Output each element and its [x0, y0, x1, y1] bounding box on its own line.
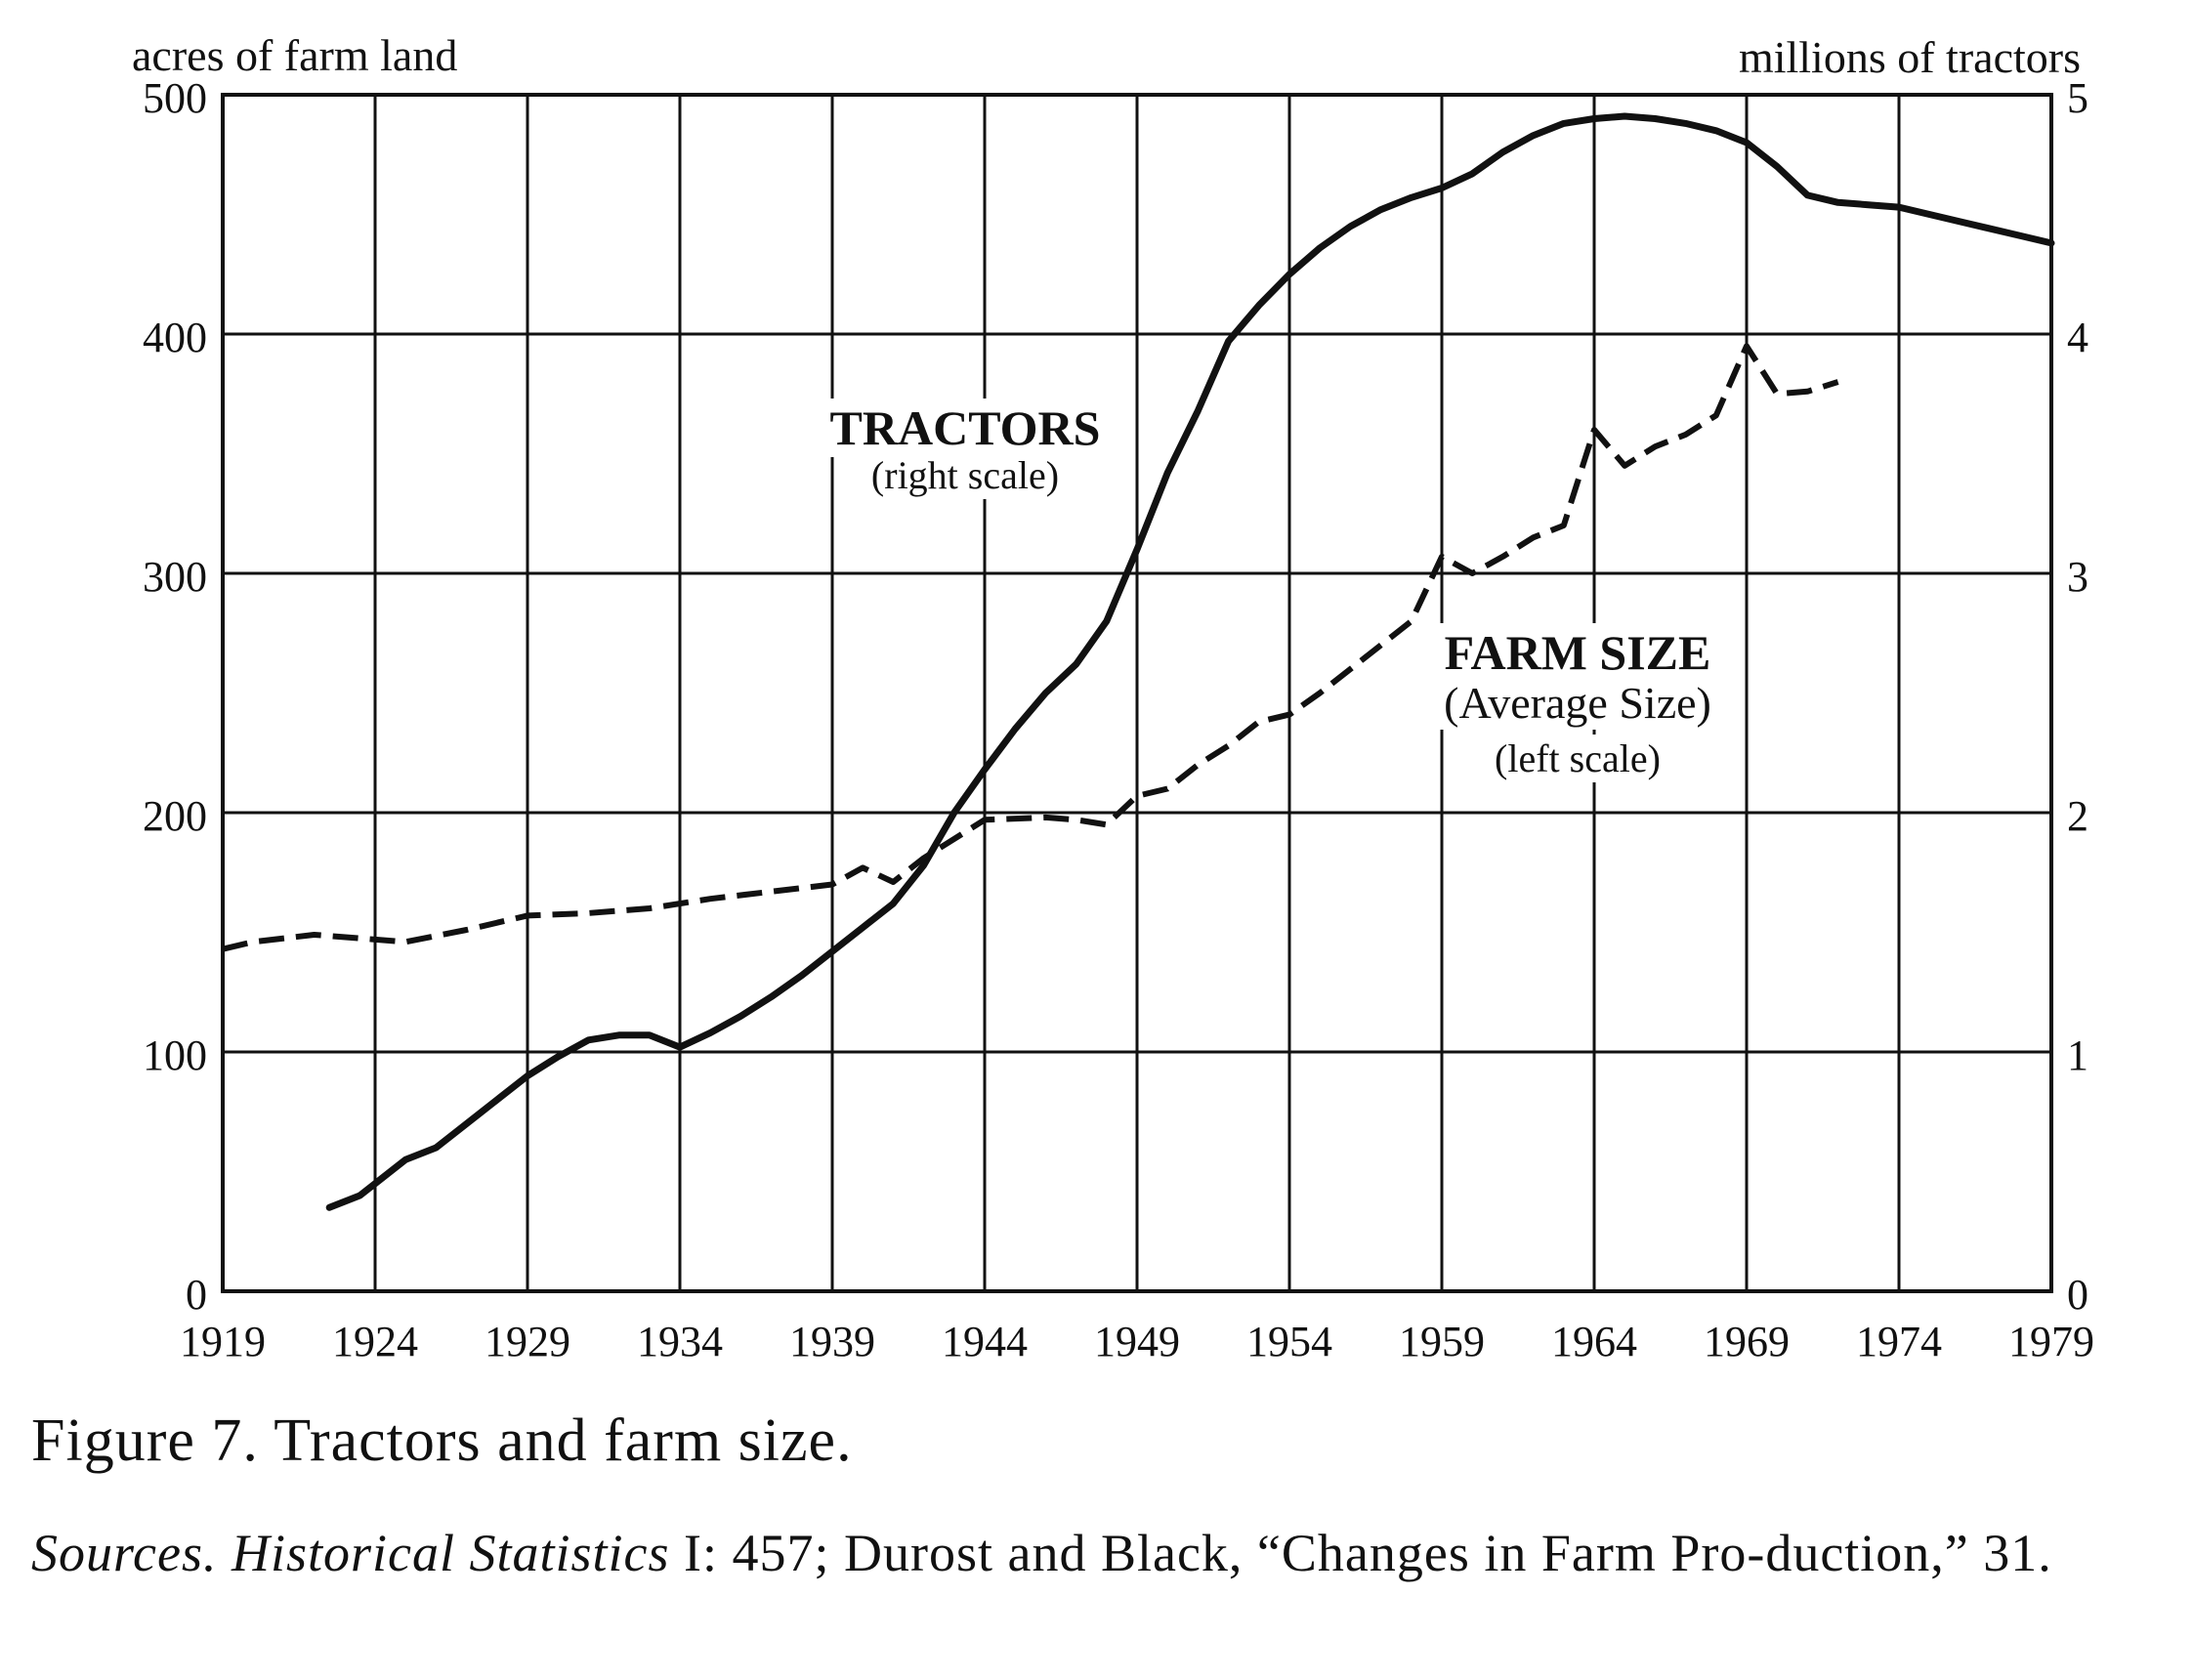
tick-labels: 1919 1924 1929 1934 1939 1944 1949 1954 1959 1964… [143, 74, 2094, 1365]
gridlines [223, 95, 2051, 1291]
x-tick-label: 1979 [2008, 1318, 2094, 1365]
y-right-tick-label: 3 [2067, 553, 2088, 601]
annotation-backdrop [1438, 623, 1717, 682]
plot-frame [221, 93, 2053, 1293]
x-tick-label: 1924 [332, 1318, 418, 1365]
series-line-tractors [325, 112, 2055, 1211]
x-tick-label: 1974 [1856, 1318, 1942, 1365]
x-tick-label: 1954 [1246, 1318, 1332, 1365]
y-left-tick-label: 300 [143, 553, 207, 601]
sources-title: Historical Statistics [231, 1524, 670, 1582]
annotation-tractors-scale: (right scale) [871, 453, 1059, 497]
annotations: TRACTORS(right scale) FARM SIZE(Average S… [823, 399, 1717, 782]
x-tick-label: 1934 [637, 1318, 723, 1365]
annotation-farm-size: FARM SIZE [1445, 625, 1711, 680]
y-left-tick-label: 500 [143, 74, 207, 122]
x-tick-label: 1959 [1399, 1318, 1485, 1365]
y-left-tick-label: 100 [143, 1031, 207, 1079]
y-left-tick-label: 0 [186, 1271, 207, 1319]
x-tick-label: 1944 [942, 1318, 1028, 1365]
annotation-farm-size-average: (Average Size) [1444, 678, 1711, 728]
x-tick-label: 1929 [485, 1318, 570, 1365]
y-axis-left-title: acres of farm land [132, 30, 457, 80]
chart: 1919 1924 1929 1934 1939 1944 1949 1954 1959 1964… [132, 30, 2094, 1365]
y-right-tick-label: 1 [2067, 1031, 2088, 1079]
y-left-tick-label: 200 [143, 792, 207, 840]
annotation-backdrop [823, 399, 1107, 457]
x-tick-label: 1939 [789, 1318, 875, 1365]
y-right-tick-label: 0 [2067, 1271, 2088, 1319]
annotation-backdrop [1489, 735, 1666, 782]
figure-caption: Figure 7. Tractors and farm size. [31, 1407, 853, 1474]
x-tick-label: 1949 [1094, 1318, 1180, 1365]
y-left-tick-label: 400 [143, 314, 207, 361]
sources-label: Sources. [31, 1524, 218, 1582]
annotation-tractors: TRACTORS [830, 400, 1101, 455]
y-right-tick-label: 2 [2067, 792, 2088, 840]
figure-sources: Sources. Historical Statistics I: 457; D… [31, 1514, 2161, 1592]
x-tick-label: 1919 [180, 1318, 266, 1365]
x-tick-label: 1969 [1704, 1318, 1790, 1365]
annotation-farm-size-scale: (left scale) [1495, 736, 1661, 780]
annotation-backdrop [1438, 676, 1717, 730]
y-right-tick-label: 4 [2067, 314, 2088, 361]
series-layer [222, 112, 2055, 1211]
x-tick-label: 1964 [1551, 1318, 1637, 1365]
series-line-farm-size [222, 343, 1839, 952]
annotation-backdrop [865, 451, 1066, 499]
y-axis-right-title: millions of tractors [1739, 32, 2081, 82]
y-right-tick-label: 5 [2067, 74, 2088, 122]
sources-text: I: 457; Durost and Black, “Changes in Fa… [669, 1524, 2052, 1582]
